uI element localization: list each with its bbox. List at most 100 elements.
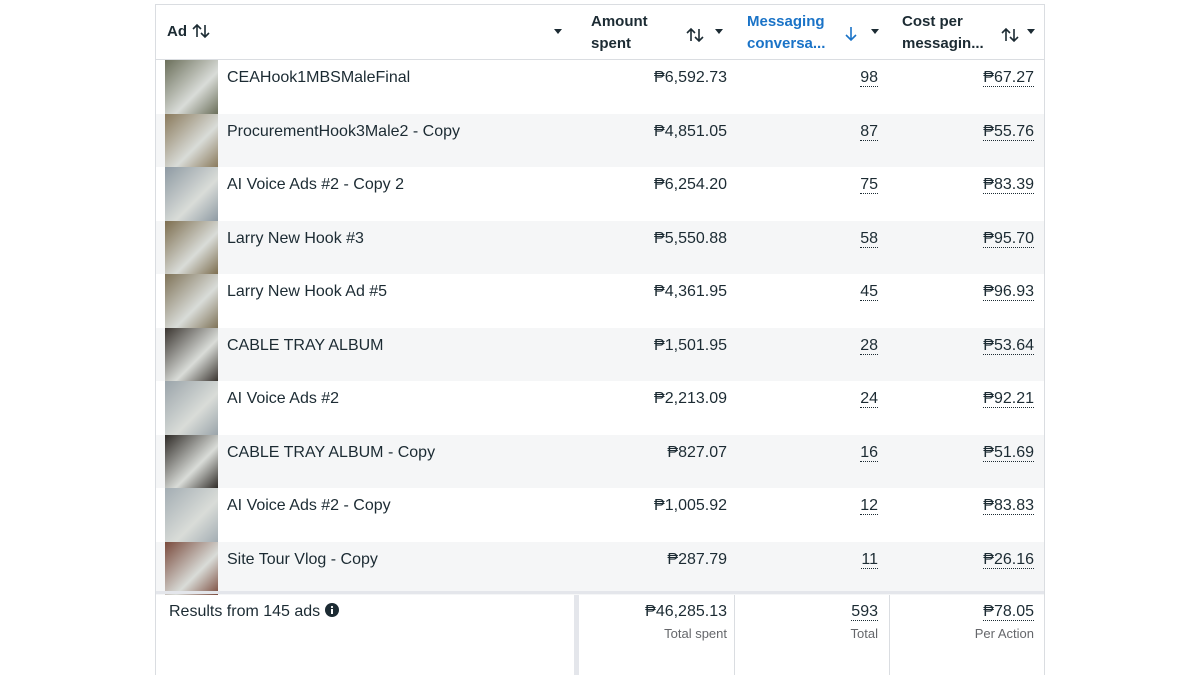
ad-name-text: AI Voice Ads #2 — [227, 390, 340, 407]
cost-per-message: ₱83.39 — [891, 176, 1034, 194]
ad-name-text: CABLE TRAY ALBUM — [227, 336, 384, 354]
ad-name-text: CABLE TRAY ALBUM - Copy — [227, 443, 436, 461]
messaging-count: 28 — [736, 336, 878, 355]
footer-messaging-value: 593 — [851, 603, 878, 621]
ad-name[interactable]: AI Voice Ads #2 - Copy — [227, 497, 557, 515]
ad-name[interactable]: CABLE TRAY ALBUM — [227, 337, 557, 355]
footer-messaging-note: Total — [850, 626, 878, 641]
header-cost[interactable]: Cost per messagin... — [902, 13, 984, 52]
ad-name[interactable]: Site Tour Vlog - Copy — [227, 551, 557, 569]
messaging-count-text: 98 — [860, 69, 878, 87]
ad-thumbnail — [165, 381, 218, 435]
cost-per-message-text: ₱83.83 — [983, 497, 1034, 515]
footer-cost-value: ₱78.05 — [983, 603, 1034, 621]
amount-spent: ₱287.79 — [576, 551, 727, 569]
messaging-count: 75 — [736, 176, 878, 194]
table-row — [156, 488, 1044, 542]
ad-name-text: ProcurementHook3Male2 - Copy — [227, 122, 460, 140]
messaging-count: 98 — [736, 69, 878, 87]
header-icons — [192, 23, 1035, 43]
footer-amount: ₱46,285.13 — [645, 603, 727, 620]
amount-spent-text: ₱1,005.92 — [654, 497, 727, 514]
ad-thumbnail — [165, 541, 218, 595]
footer-cost-note: Per Action — [974, 626, 1034, 641]
messaging-count: 16 — [736, 443, 878, 462]
table-row — [156, 220, 1044, 274]
cost-per-message-text: ₱51.69 — [983, 443, 1034, 462]
messaging-count-text: 45 — [860, 283, 878, 301]
amount-spent-text: ₱827.07 — [667, 443, 727, 461]
messaging-count: 45 — [736, 283, 878, 301]
table-row — [156, 274, 1044, 328]
messaging-count-text: 58 — [860, 229, 878, 248]
ad-name-text: AI Voice Ads #2 - Copy — [227, 497, 391, 514]
amount-spent: ₱4,361.95 — [576, 283, 727, 301]
ad-name-text: Site Tour Vlog - Copy — [227, 550, 378, 568]
ads-table: Ad Amount spent Messaging conversa... Co… — [155, 4, 1045, 675]
ad-name-text: Larry New Hook #3 — [227, 229, 364, 247]
table-row — [156, 113, 1044, 167]
messaging-count-text: 16 — [860, 443, 878, 462]
amount-spent: ₱6,592.73 — [576, 69, 727, 87]
cost-per-message: ₱55.76 — [891, 122, 1034, 141]
amount-spent-text: ₱6,254.20 — [654, 176, 727, 193]
header-ad[interactable]: Ad — [167, 23, 187, 40]
amount-spent-text: ₱6,592.73 — [654, 69, 727, 86]
ad-name-text: CEAHook1MBSMaleFinal — [227, 69, 411, 86]
cost-per-message-text: ₱26.16 — [983, 550, 1034, 569]
footer-cost: ₱78.05 — [891, 603, 1034, 621]
cost-per-message-text: ₱92.21 — [983, 390, 1034, 408]
cost-per-message-text: ₱83.39 — [983, 176, 1034, 194]
messaging-count-text: 24 — [860, 390, 878, 408]
table-row — [156, 434, 1044, 488]
amount-spent: ₱2,213.09 — [576, 390, 727, 408]
table-row — [156, 541, 1044, 595]
ad-name[interactable]: ProcurementHook3Male2 - Copy — [227, 123, 557, 141]
amount-spent: ₱4,851.05 — [576, 123, 727, 141]
amount-spent-text: ₱4,851.05 — [654, 122, 727, 140]
ad-thumbnail — [165, 434, 218, 488]
footer-label: Results from 145 ads — [169, 603, 339, 621]
ad-name[interactable]: AI Voice Ads #2 — [227, 390, 557, 408]
header-messaging[interactable]: Messaging conversa... — [747, 13, 826, 52]
messaging-count: 58 — [736, 229, 878, 248]
table-row — [156, 167, 1044, 221]
cost-per-message-text: ₱96.93 — [983, 283, 1034, 301]
footer-amount-note: Total spent — [664, 626, 727, 641]
ad-name[interactable]: Larry New Hook Ad #5 — [227, 283, 557, 301]
ad-name[interactable]: CABLE TRAY ALBUM - Copy — [227, 444, 557, 462]
header-row — [156, 5, 1044, 60]
ad-thumbnail — [165, 220, 218, 274]
table-row — [156, 327, 1044, 381]
footer-label-text: Results from 145 ads — [169, 603, 321, 620]
cost-per-message-text: ₱95.70 — [983, 229, 1034, 248]
messaging-count: 12 — [736, 497, 878, 515]
amount-spent-text: ₱4,361.95 — [654, 283, 727, 300]
amount-spent-text: ₱287.79 — [667, 550, 727, 568]
amount-spent: ₱5,550.88 — [576, 230, 727, 248]
messaging-count-text: 28 — [860, 336, 878, 355]
ad-thumbnail — [165, 113, 218, 167]
ad-name[interactable]: AI Voice Ads #2 - Copy 2 — [227, 176, 557, 194]
header-amount[interactable]: Amount spent — [591, 13, 648, 52]
messaging-count-text: 12 — [860, 497, 878, 515]
ad-thumbnail — [165, 488, 218, 542]
cost-per-message: ₱83.83 — [891, 497, 1034, 515]
cost-per-message: ₱95.70 — [891, 229, 1034, 248]
amount-spent-text: ₱1,501.95 — [654, 336, 727, 354]
table-row — [156, 381, 1044, 435]
amount-spent-text: ₱2,213.09 — [654, 390, 727, 407]
ad-name[interactable]: Larry New Hook #3 — [227, 230, 557, 248]
messaging-count-text: 75 — [860, 176, 878, 194]
messaging-count: 24 — [736, 390, 878, 408]
amount-spent: ₱1,501.95 — [576, 337, 727, 355]
cost-per-message-text: ₱67.27 — [983, 69, 1034, 87]
ad-thumbnail — [165, 327, 218, 381]
messaging-count-text: 87 — [860, 122, 878, 141]
amount-spent-text: ₱5,550.88 — [654, 229, 727, 247]
info-icon[interactable] — [324, 603, 339, 617]
ad-name[interactable]: CEAHook1MBSMaleFinal — [227, 69, 557, 87]
footer-divider — [156, 591, 1044, 594]
amount-spent: ₱1,005.92 — [576, 497, 727, 515]
cost-per-message: ₱67.27 — [891, 69, 1034, 87]
